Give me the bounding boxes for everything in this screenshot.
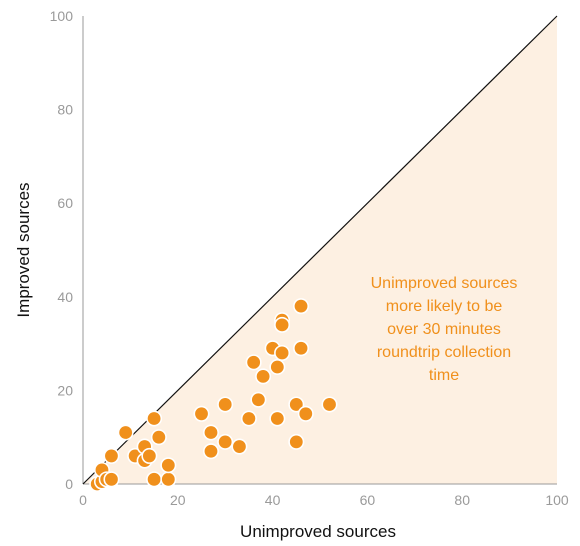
- x-tick-label: 100: [545, 492, 569, 508]
- y-tick-label: 60: [57, 195, 73, 211]
- data-point: [293, 340, 310, 357]
- reference-line-y-equals-x: [82, 15, 558, 485]
- x-tick-label: 80: [454, 492, 470, 508]
- data-point: [245, 354, 262, 371]
- data-point: [269, 358, 286, 375]
- data-point: [231, 438, 248, 455]
- data-point: [240, 410, 257, 427]
- y-axis-title: Improved sources: [14, 182, 33, 317]
- data-point: [150, 429, 167, 446]
- y-tick-labels: 0 20 40 60 80 100: [50, 8, 74, 492]
- data-point: [160, 471, 177, 488]
- y-tick-label: 80: [57, 102, 73, 118]
- data-point: [146, 410, 163, 427]
- data-point: [202, 443, 219, 460]
- data-point: [193, 405, 210, 422]
- data-point: [288, 433, 305, 450]
- x-axis-title: Unimproved sources: [240, 522, 396, 541]
- annotation-line: roundtrip collection: [377, 344, 511, 361]
- data-point: [293, 298, 310, 315]
- data-point: [160, 457, 177, 474]
- annotation-line: over 30 minutes: [387, 321, 501, 338]
- annotation-line: Unimproved sources: [371, 275, 518, 292]
- data-point: [274, 316, 291, 333]
- y-tick-label: 40: [57, 289, 73, 305]
- data-point: [146, 471, 163, 488]
- x-tick-label: 60: [360, 492, 376, 508]
- data-point: [117, 424, 134, 441]
- data-point: [255, 368, 272, 385]
- data-point: [217, 433, 234, 450]
- y-tick-label: 100: [50, 8, 74, 24]
- x-tick-label: 0: [79, 492, 87, 508]
- data-point: [288, 396, 305, 413]
- x-tick-labels: 0 20 40 60 80 100: [79, 492, 569, 508]
- y-tick-label: 20: [57, 382, 73, 398]
- data-point: [297, 405, 314, 422]
- data-point: [217, 396, 234, 413]
- x-tick-label: 20: [170, 492, 186, 508]
- y-tick-label: 0: [65, 476, 73, 492]
- data-point: [202, 424, 219, 441]
- data-point: [321, 396, 338, 413]
- annotation-line: more likely to be: [386, 298, 503, 315]
- data-point: [141, 447, 158, 464]
- data-point: [250, 391, 267, 408]
- data-points: [89, 298, 338, 492]
- x-tick-label: 40: [265, 492, 281, 508]
- data-point: [103, 471, 120, 488]
- data-point: [103, 447, 120, 464]
- annotation-line: time: [429, 367, 459, 384]
- data-point: [269, 410, 286, 427]
- data-point: [274, 344, 291, 361]
- annotation-text: Unimproved sources more likely to be over …: [371, 275, 518, 384]
